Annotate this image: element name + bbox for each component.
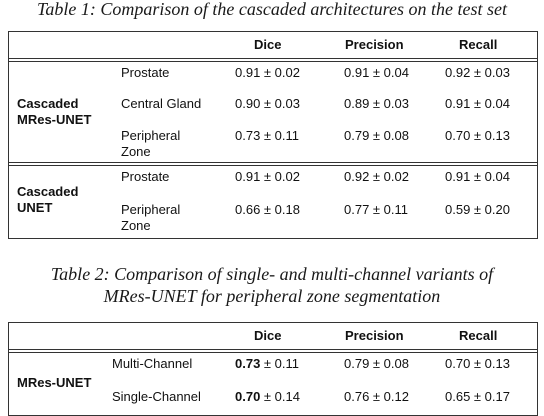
table1-cell-dice: 0.90 ± 0.03 — [235, 96, 300, 111]
table1-cell-dice: 0.91 ± 0.02 — [235, 65, 300, 80]
table1-group-name-line2: MRes-UNET — [17, 112, 92, 127]
table2-cell-recall: 0.70 ± 0.13 — [445, 356, 510, 371]
table1-caption: Table 1: Comparison of the cascaded arch… — [37, 0, 507, 19]
table2-header-recall: Recall — [459, 328, 498, 343]
table1-cell-recall: 0.91 ± 0.04 — [445, 169, 510, 184]
table1-group-name-line1: Cascaded — [17, 184, 79, 199]
table1-row-label: Central Gland — [121, 96, 202, 111]
table1-group-name-line1: Cascaded — [17, 96, 79, 111]
table1-cell-precision: 0.89 ± 0.03 — [344, 96, 409, 111]
table2-dice-bold: 0.70 — [235, 389, 261, 404]
table1-row-label: Prostate — [121, 169, 170, 184]
table1-row-label: Prostate — [121, 65, 170, 80]
table2-group-label: MRes-UNET — [17, 375, 92, 390]
table1-cell-dice: 0.91 ± 0.02 — [235, 169, 300, 184]
table1-row-label-line2: Zone — [121, 218, 151, 233]
table1-group-name-line2: UNET — [17, 200, 53, 215]
table2-caption-line2: MRes-UNET for peripheral zone segmentati… — [103, 286, 441, 306]
table1-cell-recall: 0.59 ± 0.20 — [445, 202, 510, 217]
table1-row-label: Peripheral Zone — [121, 202, 180, 234]
table2-header-divider — [9, 349, 537, 353]
table2-cell-recall: 0.65 ± 0.17 — [445, 389, 510, 404]
table2: Dice Precision Recall MRes-UNET Multi-Ch… — [8, 322, 538, 416]
table1-row-label-line1: Peripheral — [121, 202, 181, 217]
table2-dice-rest: ± 0.14 — [260, 389, 300, 404]
table1-cell-recall: 0.92 ± 0.03 — [445, 65, 510, 80]
table2-cell-precision: 0.79 ± 0.08 — [344, 356, 409, 371]
table1-header-divider — [9, 58, 537, 62]
table1-row-label-line1: Peripheral — [121, 128, 181, 143]
table1-cell-precision: 0.92 ± 0.02 — [344, 169, 409, 184]
table1-header-precision: Precision — [345, 37, 404, 52]
table1-row-label-line2: Zone — [121, 144, 151, 159]
table2-dice-bold: 0.73 — [235, 356, 261, 371]
table1-header-recall: Recall — [459, 37, 498, 52]
table2-header-precision: Precision — [345, 328, 404, 343]
table2-header-dice: Dice — [254, 328, 282, 343]
table1: Dice Precision Recall Cascaded MRes-UNET… — [8, 31, 538, 239]
table1-cell-dice: 0.73 ± 0.11 — [235, 128, 299, 143]
table1-header-dice: Dice — [254, 37, 282, 52]
table2-cell-precision: 0.76 ± 0.12 — [344, 389, 409, 404]
table1-group-label: Cascaded MRes-UNET — [17, 96, 91, 128]
table1-cell-precision: 0.91 ± 0.04 — [344, 65, 409, 80]
table1-cell-recall: 0.70 ± 0.13 — [445, 128, 510, 143]
table1-row-label: Peripheral Zone — [121, 128, 180, 160]
table2-cell-dice: 0.70 ± 0.14 — [235, 389, 300, 405]
table1-cell-precision: 0.79 ± 0.08 — [344, 128, 409, 143]
table1-cell-precision: 0.77 ± 0.11 — [344, 202, 408, 217]
table1-group-divider — [9, 162, 537, 166]
table2-cell-dice: 0.73 ± 0.11 — [235, 356, 299, 372]
table2-dice-rest: ± 0.11 — [260, 356, 300, 371]
table1-group-label: Cascaded UNET — [17, 184, 78, 216]
table2-row-label: Multi-Channel — [112, 356, 193, 371]
table1-cell-dice: 0.66 ± 0.18 — [235, 202, 300, 217]
table2-caption-line1: Table 2: Comparison of single- and multi… — [50, 264, 494, 284]
table1-cell-recall: 0.91 ± 0.04 — [445, 96, 510, 111]
table2-caption: Table 2: Comparison of single- and multi… — [0, 263, 544, 307]
table2-row-label: Single-Channel — [112, 389, 201, 404]
